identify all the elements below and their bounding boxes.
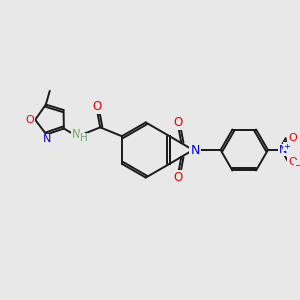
Text: N: N: [278, 145, 287, 155]
Text: O: O: [174, 116, 183, 129]
Text: H: H: [80, 133, 87, 143]
Text: O: O: [25, 115, 34, 125]
Text: O: O: [93, 100, 102, 113]
Text: N: N: [190, 143, 200, 157]
Text: O: O: [288, 133, 297, 143]
Text: N: N: [43, 134, 52, 145]
Text: O: O: [174, 171, 183, 184]
Text: O: O: [288, 157, 297, 167]
Text: N: N: [72, 128, 81, 141]
Text: +: +: [283, 142, 290, 151]
Text: −: −: [294, 160, 300, 169]
